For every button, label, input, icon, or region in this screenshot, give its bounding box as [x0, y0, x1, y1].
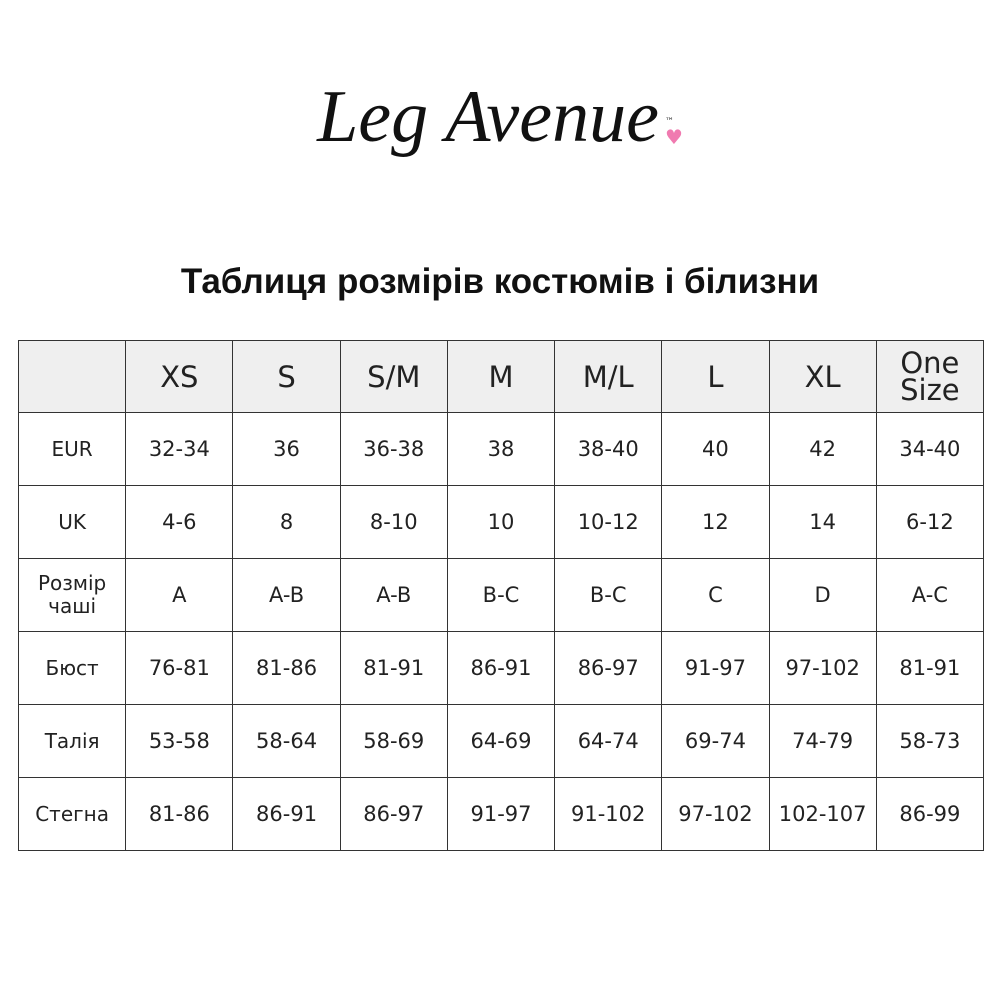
- heart-icon: ♥: [664, 125, 683, 149]
- table-row: UK 4-6 8 8-10 10 10-12 12 14 6-12: [17, 485, 985, 559]
- table-row: Стегна 81-86 86-91 86-97 91-97 91-102 97-102 10…: [17, 777, 985, 851]
- logo-marks: ™ ♥: [665, 117, 683, 147]
- table-cell: 4-6: [125, 485, 234, 559]
- row-label: Стегна: [17, 777, 127, 851]
- table-cell: C: [661, 558, 770, 632]
- size-header-cell: S: [232, 340, 341, 413]
- table-cell: 69-74: [661, 704, 770, 778]
- table-cell: 64-69: [446, 704, 556, 778]
- table-cell: A-C: [875, 558, 985, 632]
- table-cell: 86-97: [339, 777, 448, 851]
- table-cell: 6-12: [875, 485, 985, 559]
- table-cell: 36: [232, 412, 341, 486]
- table-cell: 32-34: [125, 412, 234, 486]
- size-header-cell: L: [661, 340, 770, 413]
- table-cell: 38: [446, 412, 556, 486]
- header-corner-cell: [17, 340, 127, 413]
- table-cell: 102-107: [768, 777, 877, 851]
- table-cell: 58-73: [875, 704, 985, 778]
- table-cell: A-B: [232, 558, 341, 632]
- row-label: UK: [17, 485, 127, 559]
- table-cell: 81-86: [125, 777, 234, 851]
- table-cell: B-C: [554, 558, 663, 632]
- size-header-cell: XS: [125, 340, 234, 413]
- table-row: EUR 32-34 36 36-38 38 38-40 40 42 34-40: [17, 412, 985, 486]
- size-header-cell: One Size: [875, 340, 985, 413]
- table-cell: 74-79: [768, 704, 877, 778]
- row-label: Талія: [17, 704, 127, 778]
- table-cell: 91-97: [661, 631, 770, 705]
- page-title: Таблиця розмірів костюмів і білизни: [180, 262, 820, 301]
- table-cell: D: [768, 558, 877, 632]
- size-header-cell: M/L: [554, 340, 663, 413]
- table-cell: 40: [661, 412, 770, 486]
- table-cell: A: [125, 558, 234, 632]
- brand-logo: Leg Avenue ™ ♥: [0, 62, 1000, 172]
- table-cell: 91-97: [446, 777, 556, 851]
- table-row: Бюст 76-81 81-86 81-91 86-91 86-97 91-97 97-102…: [17, 631, 985, 705]
- size-header-cell: S/M: [339, 340, 448, 413]
- size-header-cell: M: [446, 340, 556, 413]
- table-cell: 86-97: [554, 631, 663, 705]
- table-cell: 14: [768, 485, 877, 559]
- table-cell: 53-58: [125, 704, 234, 778]
- trademark-mark: ™: [664, 117, 674, 127]
- table-row: Розмір чаші A A-B A-B B-C B-C C D A-C: [17, 558, 985, 632]
- size-table: XS S S/M M M/L L XL One Size EUR 32-34 36 36-38 38 38…: [17, 340, 985, 851]
- table-cell: 81-86: [232, 631, 341, 705]
- table-cell: 86-91: [446, 631, 556, 705]
- row-label: Бюст: [17, 631, 127, 705]
- size-header-cell: XL: [768, 340, 877, 413]
- table-cell: 8-10: [339, 485, 448, 559]
- table-cell: 34-40: [875, 412, 985, 486]
- table-cell: B-C: [446, 558, 556, 632]
- table-cell: 58-64: [232, 704, 341, 778]
- table-cell: 58-69: [339, 704, 448, 778]
- table-cell: 86-99: [875, 777, 985, 851]
- table-cell: 10: [446, 485, 556, 559]
- table-cell: 10-12: [554, 485, 663, 559]
- table-cell: 12: [661, 485, 770, 559]
- table-header-row: XS S S/M M M/L L XL One Size: [17, 340, 985, 413]
- table-cell: 64-74: [554, 704, 663, 778]
- table-cell: 76-81: [125, 631, 234, 705]
- table-cell: 97-102: [661, 777, 770, 851]
- table-cell: 36-38: [339, 412, 448, 486]
- table-cell: 86-91: [232, 777, 341, 851]
- table-cell: 42: [768, 412, 877, 486]
- table-cell: A-B: [339, 558, 448, 632]
- table-cell: 91-102: [554, 777, 663, 851]
- table-cell: 97-102: [768, 631, 877, 705]
- row-label: Розмір чаші: [17, 558, 127, 632]
- table-cell: 81-91: [875, 631, 985, 705]
- table-row: Талія 53-58 58-64 58-69 64-69 64-74 69-74 74-79…: [17, 704, 985, 778]
- table-cell: 8: [232, 485, 341, 559]
- table-cell: 38-40: [554, 412, 663, 486]
- logo-text: Leg Avenue: [317, 76, 659, 158]
- row-label: EUR: [17, 412, 127, 486]
- table-cell: 81-91: [339, 631, 448, 705]
